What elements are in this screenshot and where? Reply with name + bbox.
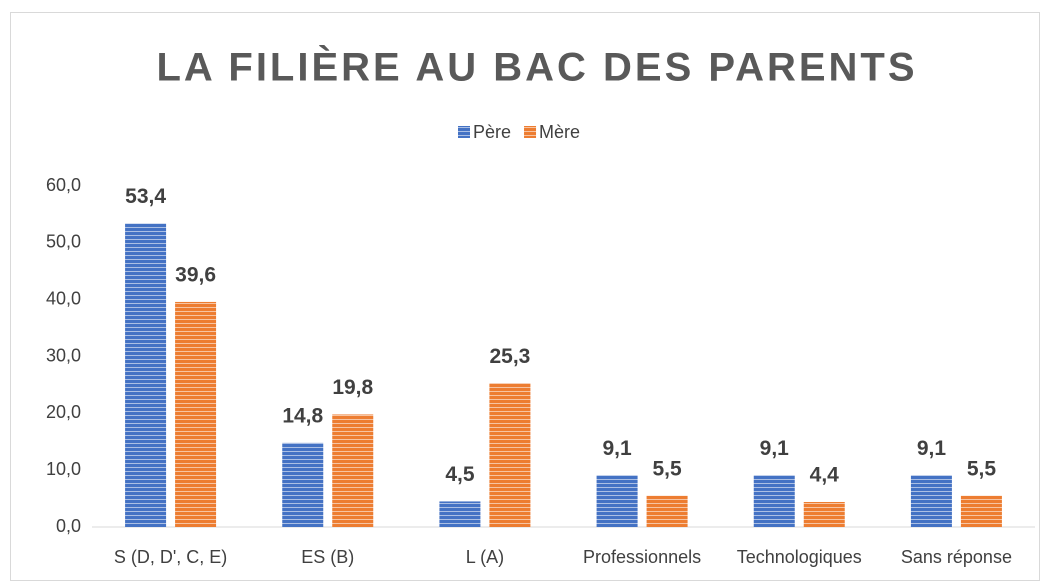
data-label: 5,5: [967, 457, 997, 480]
y-tick-label: 20,0: [46, 402, 81, 422]
x-tick-label: Professionnels: [583, 547, 701, 567]
data-label: 5,5: [652, 457, 682, 480]
x-tick-label: ES (B): [301, 547, 354, 567]
bar: [753, 475, 795, 527]
data-label: 25,3: [489, 345, 530, 368]
y-tick-label: 40,0: [46, 288, 81, 308]
data-label: 14,8: [282, 404, 323, 427]
chart-title: LA FILIÈRE AU BAC DES PARENTS: [156, 45, 917, 90]
data-label: 53,4: [125, 185, 166, 208]
y-tick-label: 50,0: [46, 232, 81, 252]
bar: [910, 475, 952, 527]
x-tick-label: Sans réponse: [901, 547, 1012, 567]
data-label: 9,1: [917, 437, 947, 460]
data-label: 9,1: [760, 437, 790, 460]
bar: [175, 301, 217, 527]
data-label: 39,6: [175, 263, 216, 286]
y-tick-label: 0,0: [56, 516, 81, 536]
y-tick-label: 30,0: [46, 345, 81, 365]
bar: [125, 223, 167, 527]
bar: [282, 442, 324, 527]
data-label: 4,5: [445, 463, 475, 486]
legend-label: Père: [473, 122, 511, 142]
data-label: 9,1: [602, 437, 632, 460]
x-tick-label: L (A): [466, 547, 504, 567]
legend-swatch: [524, 126, 537, 138]
bar: [489, 383, 531, 527]
bar: [439, 501, 481, 527]
bar: [960, 495, 1002, 527]
y-tick-label: 10,0: [46, 459, 81, 479]
y-tick-label: 60,0: [46, 175, 81, 195]
bar: [596, 475, 638, 527]
data-label: 4,4: [810, 464, 840, 487]
x-tick-label: Technologiques: [737, 547, 862, 567]
x-tick-label: S (D, D', C, E): [114, 547, 227, 567]
legend-label: Mère: [539, 122, 580, 142]
bar: [803, 501, 845, 527]
bar: [332, 414, 374, 527]
legend-swatch: [458, 126, 470, 138]
bar: [646, 495, 688, 527]
data-label: 19,8: [332, 376, 373, 399]
